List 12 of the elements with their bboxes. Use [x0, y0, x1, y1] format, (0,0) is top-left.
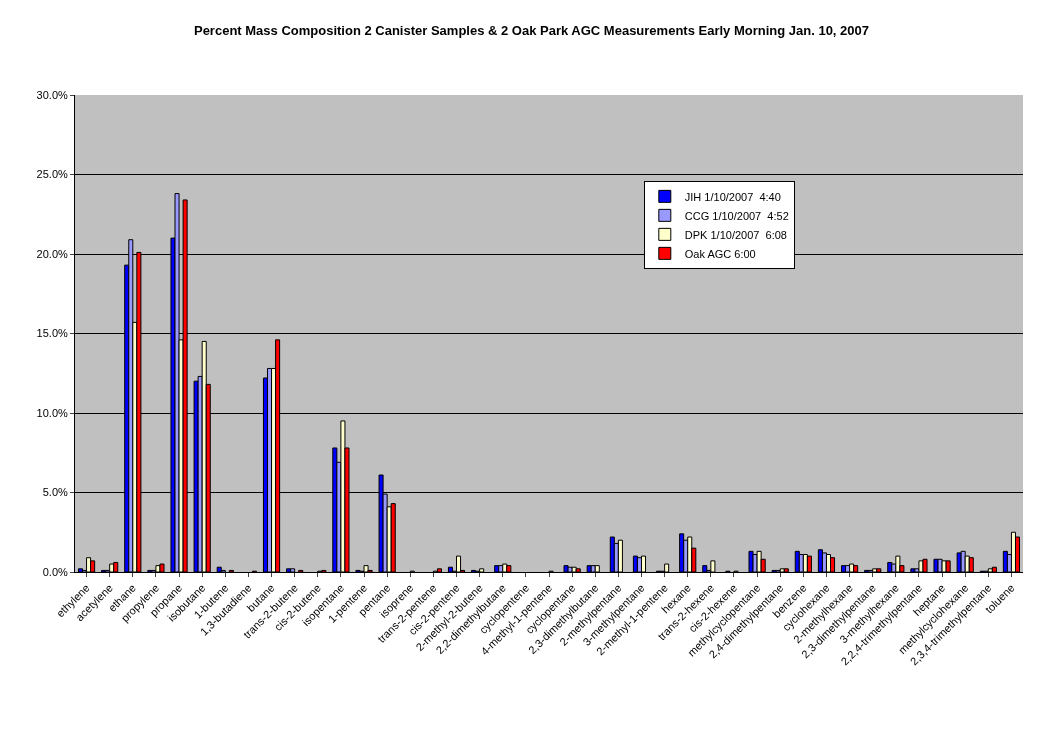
y-tick-label: 5.0% — [42, 486, 69, 499]
chart-title: Percent Mass Composition 2 Canister Samples & 2 Oak Park AGC Measurements Early Morning Jan. 10, 2007 — [193, 22, 870, 38]
y-tick-label: 0.0% — [42, 565, 69, 578]
y-tick-label: 30.0% — [36, 88, 69, 101]
y-tick-label: 20.0% — [36, 247, 69, 260]
y-tick-label: 15.0% — [36, 327, 69, 340]
legend-label: JIH 1/10/2007 4:40 — [684, 190, 781, 203]
legend-label: Oak AGC 6:00 — [684, 247, 756, 260]
legend-label: CCG 1/10/2007 4:52 — [684, 209, 789, 222]
y-tick-label: 10.0% — [36, 406, 69, 419]
y-tick-label: 25.0% — [36, 168, 69, 181]
legend-label: DPK 1/10/2007 6:08 — [684, 228, 787, 241]
